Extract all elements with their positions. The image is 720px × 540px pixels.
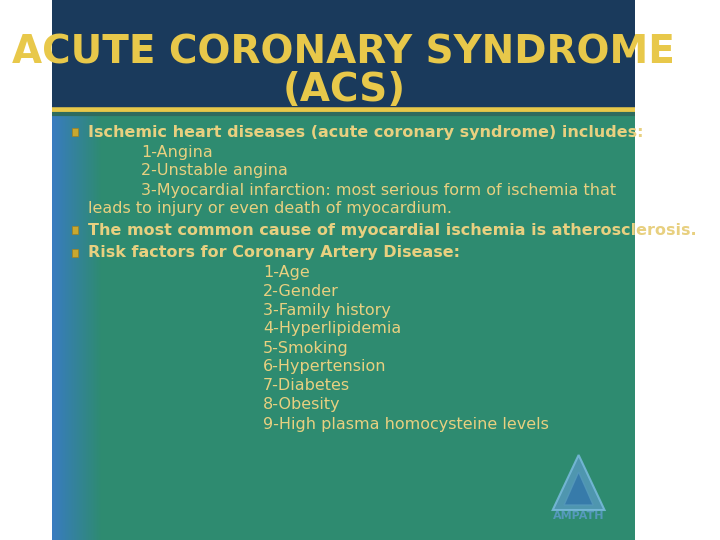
Text: AMPATH: AMPATH: [553, 511, 604, 521]
FancyBboxPatch shape: [53, 0, 635, 110]
FancyBboxPatch shape: [53, 0, 635, 540]
Text: ACUTE CORONARY SYNDROME: ACUTE CORONARY SYNDROME: [12, 34, 675, 72]
Text: The most common cause of myocardial ischemia is atherosclerosis.: The most common cause of myocardial isch…: [88, 222, 697, 238]
FancyBboxPatch shape: [72, 249, 78, 257]
FancyBboxPatch shape: [101, 0, 635, 540]
Text: 1-Angina: 1-Angina: [142, 145, 213, 159]
FancyBboxPatch shape: [72, 128, 78, 136]
Polygon shape: [564, 472, 593, 505]
Text: Risk factors for Coronary Artery Disease:: Risk factors for Coronary Artery Disease…: [88, 246, 460, 260]
Text: 3-Myocardial infarction: most serious form of ischemia that: 3-Myocardial infarction: most serious fo…: [142, 183, 616, 198]
Text: 7-Diabetes: 7-Diabetes: [263, 379, 350, 394]
Text: 6-Hypertension: 6-Hypertension: [263, 360, 387, 375]
Text: leads to injury or even death of myocardium.: leads to injury or even death of myocard…: [88, 201, 452, 217]
Text: 1-Age: 1-Age: [263, 265, 310, 280]
Text: 3-Family history: 3-Family history: [263, 302, 391, 318]
FancyBboxPatch shape: [72, 226, 78, 234]
Text: 4-Hyperlipidemia: 4-Hyperlipidemia: [263, 321, 401, 336]
Text: 2-Gender: 2-Gender: [263, 284, 339, 299]
Text: Ischemic heart diseases (acute coronary syndrome) includes:: Ischemic heart diseases (acute coronary …: [88, 125, 644, 139]
Text: 5-Smoking: 5-Smoking: [263, 341, 348, 355]
Text: 9-High plasma homocysteine levels: 9-High plasma homocysteine levels: [263, 416, 549, 431]
Text: (ACS): (ACS): [282, 71, 405, 109]
Polygon shape: [553, 455, 605, 510]
Text: 8-Obesity: 8-Obesity: [263, 397, 341, 413]
Text: 2-Unstable angina: 2-Unstable angina: [142, 164, 288, 179]
